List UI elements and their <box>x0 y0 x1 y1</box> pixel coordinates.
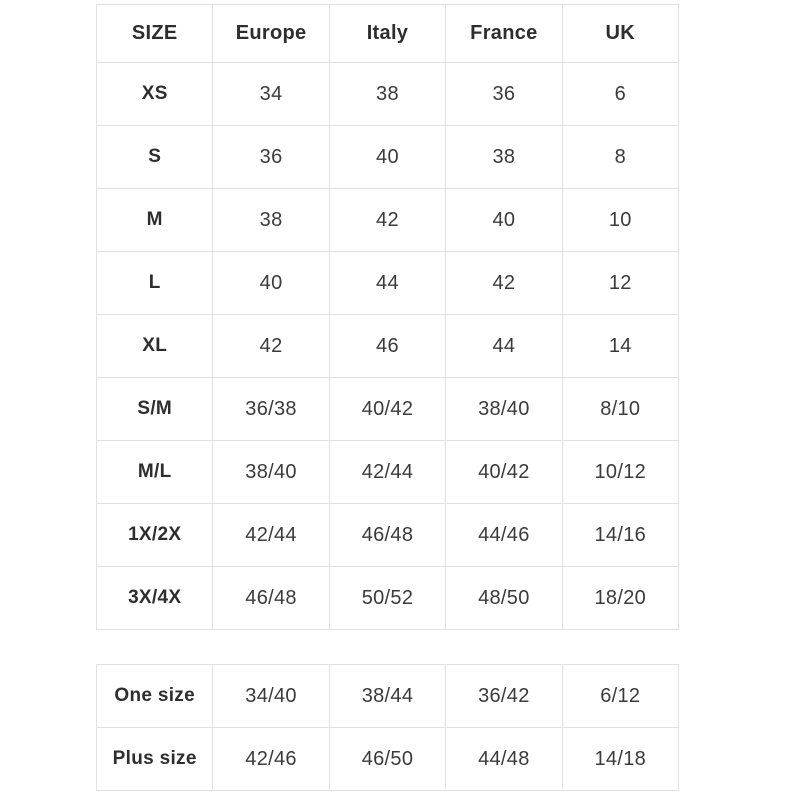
value-cell: 38/40 <box>212 440 330 504</box>
value-cell: 40 <box>445 188 563 252</box>
value-cell: 38 <box>328 62 447 126</box>
value-cell: 50/52 <box>328 566 447 630</box>
value-cell: 14/18 <box>561 727 680 791</box>
value-cell: 36/38 <box>212 377 330 441</box>
value-cell: 34/40 <box>212 664 330 728</box>
size-conversion-table-header: SIZE Europe Italy France UK <box>95 4 680 63</box>
value-cell: 6/12 <box>561 664 680 728</box>
column-header: SIZE <box>95 4 214 63</box>
size-conversion-table-body: XS 34 38 36 6 S 36 40 38 8 M 38 42 40 10 L 40 44 42 12 XL 42 4… <box>95 62 680 630</box>
table-row: S/M 36/38 40/42 38/40 8/10 <box>95 377 680 441</box>
value-cell: 40 <box>212 251 330 315</box>
size-label-cell: S/M <box>95 377 214 441</box>
size-label-cell: S <box>95 125 214 189</box>
table-row: 3X/4X 46/48 50/52 48/50 18/20 <box>95 566 680 630</box>
value-cell: 44/48 <box>445 727 563 791</box>
table-row: L 40 44 42 12 <box>95 251 680 315</box>
value-cell: 40/42 <box>328 377 447 441</box>
value-cell: 48/50 <box>445 566 563 630</box>
column-header: UK <box>561 4 680 63</box>
size-label-cell: XS <box>95 62 214 126</box>
value-cell: 38/40 <box>445 377 563 441</box>
value-cell: 42/44 <box>328 440 447 504</box>
value-cell: 36/42 <box>445 664 563 728</box>
value-cell: 42 <box>212 314 330 378</box>
value-cell: 42 <box>445 251 563 315</box>
table-row: M/L 38/40 42/44 40/42 10/12 <box>95 440 680 504</box>
value-cell: 46/48 <box>212 566 330 630</box>
one-size-plus-size-table: One size 34/40 38/44 36/42 6/12 Plus size 42/4… <box>95 664 680 791</box>
table-row: M 38 42 40 10 <box>95 188 680 252</box>
value-cell: 46 <box>328 314 447 378</box>
table-row: S 36 40 38 8 <box>95 125 680 189</box>
column-header: Europe <box>212 4 330 63</box>
column-header: Italy <box>328 4 447 63</box>
value-cell: 38 <box>212 188 330 252</box>
value-cell: 12 <box>561 251 680 315</box>
column-header: France <box>445 4 563 63</box>
size-conversion-table: SIZE Europe Italy France UK XS 34 38 36 6 S 36 40 38… <box>95 4 680 630</box>
header-row: SIZE Europe Italy France UK <box>95 4 680 63</box>
table-row: Plus size 42/46 46/50 44/48 14/18 <box>95 727 680 791</box>
value-cell: 18/20 <box>561 566 680 630</box>
value-cell: 40/42 <box>445 440 563 504</box>
value-cell: 6 <box>561 62 680 126</box>
value-cell: 14/16 <box>561 503 680 567</box>
table-row: One size 34/40 38/44 36/42 6/12 <box>95 664 680 728</box>
table-gap <box>96 630 800 664</box>
value-cell: 40 <box>328 125 447 189</box>
value-cell: 36 <box>445 62 563 126</box>
value-cell: 42/46 <box>212 727 330 791</box>
size-label-cell: One size <box>95 664 214 728</box>
value-cell: 38/44 <box>328 664 447 728</box>
size-label-cell: L <box>95 251 214 315</box>
size-label-cell: XL <box>95 314 214 378</box>
value-cell: 8/10 <box>561 377 680 441</box>
size-label-cell: 1X/2X <box>95 503 214 567</box>
one-size-plus-size-table-body: One size 34/40 38/44 36/42 6/12 Plus size 42/4… <box>95 664 680 791</box>
value-cell: 44 <box>445 314 563 378</box>
size-label-cell: 3X/4X <box>95 566 214 630</box>
size-label-cell: M <box>95 188 214 252</box>
value-cell: 8 <box>561 125 680 189</box>
value-cell: 42/44 <box>212 503 330 567</box>
size-label-cell: Plus size <box>95 727 214 791</box>
value-cell: 34 <box>212 62 330 126</box>
size-label-cell: M/L <box>95 440 214 504</box>
value-cell: 38 <box>445 125 563 189</box>
value-cell: 44 <box>328 251 447 315</box>
value-cell: 42 <box>328 188 447 252</box>
value-cell: 10/12 <box>561 440 680 504</box>
table-row: 1X/2X 42/44 46/48 44/46 14/16 <box>95 503 680 567</box>
value-cell: 10 <box>561 188 680 252</box>
value-cell: 44/46 <box>445 503 563 567</box>
value-cell: 46/48 <box>328 503 447 567</box>
value-cell: 46/50 <box>328 727 447 791</box>
table-row: XS 34 38 36 6 <box>95 62 680 126</box>
value-cell: 36 <box>212 125 330 189</box>
value-cell: 14 <box>561 314 680 378</box>
table-row: XL 42 46 44 14 <box>95 314 680 378</box>
